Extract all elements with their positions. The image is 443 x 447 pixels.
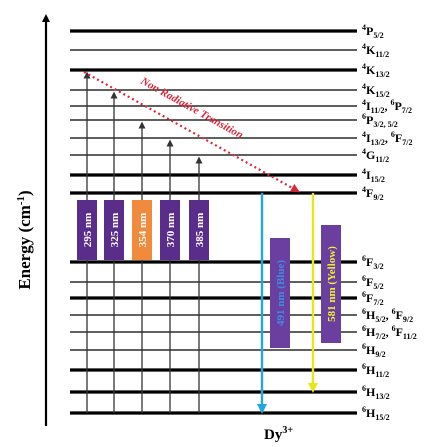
energy-level-label: 6P3/2, 5/2 bbox=[362, 112, 398, 129]
energy-level-label: 4P5/2 bbox=[362, 23, 384, 40]
excitation-wavelength-box bbox=[104, 200, 124, 260]
emission-transitions: 491 nm (Blue) 581 nm (Yellow) bbox=[257, 193, 341, 414]
non-radiative-label: Non Radiative Transition bbox=[138, 75, 245, 142]
emission-wavelength-box bbox=[270, 238, 290, 348]
energy-level-label: 6F7/2 bbox=[362, 290, 384, 307]
energy-level-label: 4K11/2 bbox=[362, 42, 389, 59]
energy-level-label: 4K15/2 bbox=[362, 82, 390, 99]
energy-levels bbox=[70, 29, 357, 415]
excitation-wavelength-box bbox=[77, 200, 97, 260]
energy-level-label: 6H11/2 bbox=[362, 362, 389, 379]
excitation-wavelength-label: 295 nm bbox=[82, 213, 94, 248]
energy-level-label: 6H15/2 bbox=[362, 405, 390, 422]
energy-level-label: 6H5/2, 6F9/2 bbox=[362, 307, 413, 324]
excitation-wavelength-label: 370 nm bbox=[165, 213, 177, 248]
excitation-transitions: 295 nm 325 nm 354 nm 370 nm 385 nm bbox=[77, 71, 209, 413]
emission-wavelength-label: 491 nm (Blue) bbox=[275, 260, 287, 326]
excitation-wavelength-label: 385 nm bbox=[194, 213, 206, 248]
energy-level-label: 4I11/2, 6P7/2 bbox=[362, 98, 412, 115]
excitation-wavelength-box bbox=[132, 200, 152, 260]
energy-level-label: 4G11/2 bbox=[362, 147, 389, 164]
energy-level-label: 4I13/2, 6F7/2 bbox=[362, 130, 412, 147]
emission-wavelength-box bbox=[321, 225, 341, 343]
excitation-wavelength-box bbox=[160, 200, 180, 260]
ion-label: Dy3+ bbox=[264, 425, 293, 442]
energy-level-label: 6H9/2 bbox=[362, 342, 386, 359]
energy-level-label: 4F9/2 bbox=[362, 185, 384, 202]
excitation-wavelength-box bbox=[189, 200, 209, 260]
energy-axis-title: Energy (cm-1) bbox=[15, 190, 34, 289]
energy-level-label: 6H7/2, 6F11/2 bbox=[362, 324, 417, 341]
emission-wavelength-label: 581 nm (Yellow) bbox=[326, 246, 338, 322]
energy-level-label: 4K13/2 bbox=[362, 62, 390, 79]
non-radiative-arrow bbox=[83, 71, 300, 193]
energy-level-label: 6H13/2 bbox=[362, 384, 390, 401]
energy-level-label: 4I15/2 bbox=[362, 167, 385, 184]
excitation-wavelength-label: 325 nm bbox=[109, 213, 121, 248]
energy-level-label: 6F5/2 bbox=[362, 274, 384, 291]
excitation-wavelength-label: 354 nm bbox=[137, 213, 149, 248]
energy-level-label: 6F3/2 bbox=[362, 254, 384, 271]
